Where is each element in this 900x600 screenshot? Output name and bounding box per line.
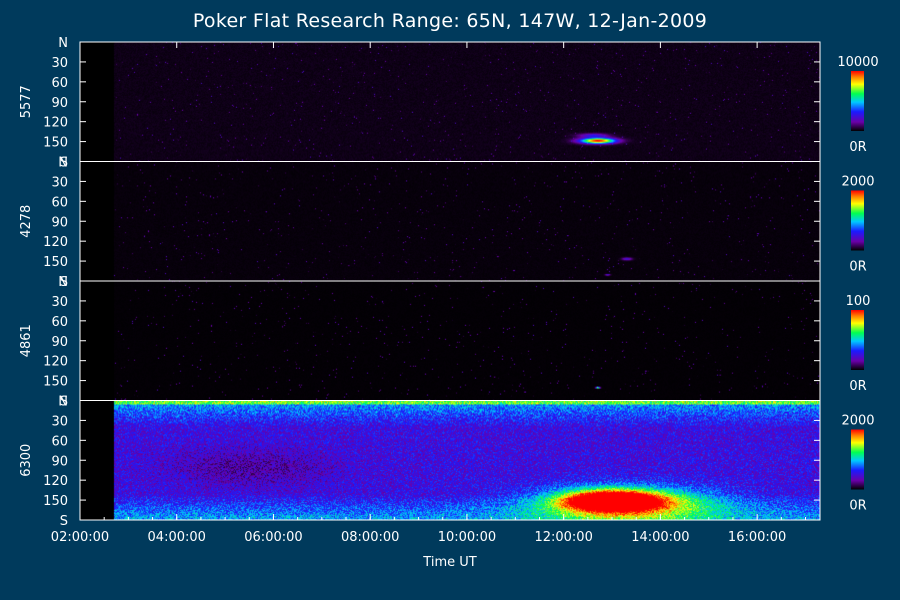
y-tick-label: 90 [51, 96, 68, 111]
colorbar [851, 71, 864, 131]
x-tick-label: 06:00:00 [244, 530, 302, 545]
y-tick-label: 60 [51, 76, 68, 91]
panel-6300: N 30 60 90 120 150 S 6300 2000 0R [19, 395, 875, 530]
colorbar-max-label: 2000 [841, 414, 874, 429]
colorbar [851, 429, 864, 490]
y-tick-label: N [58, 36, 68, 51]
y-tick-label: 60 [51, 195, 68, 210]
colorbar-max-label: 10000 [837, 55, 878, 70]
x-axis: 02:00:00 04:00:00 06:00:00 08:00:00 10:00:00… [51, 42, 806, 545]
panel-label: 4278 [19, 205, 34, 238]
colorbar-min-label: 0R [849, 140, 866, 155]
colorbar [851, 310, 864, 370]
y-tick-label: 60 [51, 315, 68, 330]
y-tick-label: N [58, 156, 68, 171]
y-tick-label: 60 [51, 434, 68, 449]
y-tick-label: 120 [43, 235, 68, 250]
y-tick-label: 90 [51, 335, 68, 350]
y-tick-label: 120 [43, 474, 68, 489]
x-tick-label: 08:00:00 [341, 530, 399, 545]
y-tick-label: N [58, 275, 68, 290]
x-tick-label: 10:00:00 [438, 530, 496, 545]
chart-title: Poker Flat Research Range: 65N, 147W, 12… [192, 10, 708, 32]
colorbar-min-label: 0R [849, 379, 866, 394]
y-tick-label: S [60, 395, 68, 410]
x-tick-label: 14:00:00 [631, 530, 689, 545]
panel-4278: N 30 60 90 120 150 S 4278 2000 0R [19, 156, 875, 291]
x-tick-label: 12:00:00 [534, 530, 592, 545]
y-tick-label: 120 [43, 116, 68, 131]
y-tick-label: 30 [51, 175, 68, 190]
y-tick-label: 30 [51, 295, 68, 310]
y-tick-label: 30 [51, 56, 68, 71]
heatmap-4861 [80, 281, 820, 401]
colorbar-min-label: 0R [849, 260, 866, 275]
x-tick-label: 16:00:00 [728, 530, 786, 545]
y-tick-label: 150 [43, 375, 68, 390]
panel-5577: N 30 60 90 120 150 S 5577 10000 0R [19, 36, 879, 171]
x-tick-label: 02:00:00 [51, 530, 109, 545]
panel-label: 6300 [19, 444, 34, 477]
heatmap-5577 [80, 42, 820, 162]
panel-label: 4861 [19, 324, 34, 357]
y-tick-label: N [58, 395, 68, 410]
colorbar [851, 190, 864, 251]
y-tick-label: 120 [43, 355, 68, 370]
y-tick-label: 150 [43, 136, 68, 151]
panel-4861: N 30 60 90 120 150 S 4861 100 0R [19, 275, 870, 410]
y-tick-label: 150 [43, 494, 68, 509]
colorbar-max-label: 100 [846, 294, 871, 309]
colorbar-max-label: 2000 [841, 175, 874, 190]
panel-label: 5577 [19, 85, 34, 118]
colorbar-min-label: 0R [849, 499, 866, 514]
y-tick-label: 30 [51, 414, 68, 429]
y-tick-label: 150 [43, 255, 68, 270]
heatmap-6300 [80, 400, 820, 520]
x-tick-label: 04:00:00 [148, 530, 206, 545]
heatmap-4278 [80, 161, 820, 281]
y-tick-label: S [60, 275, 68, 290]
y-tick-label: S [60, 156, 68, 171]
y-tick-label: S [60, 514, 68, 529]
y-tick-label: 90 [51, 454, 68, 469]
x-axis-label: Time UT [423, 555, 477, 570]
y-tick-label: 90 [51, 215, 68, 230]
